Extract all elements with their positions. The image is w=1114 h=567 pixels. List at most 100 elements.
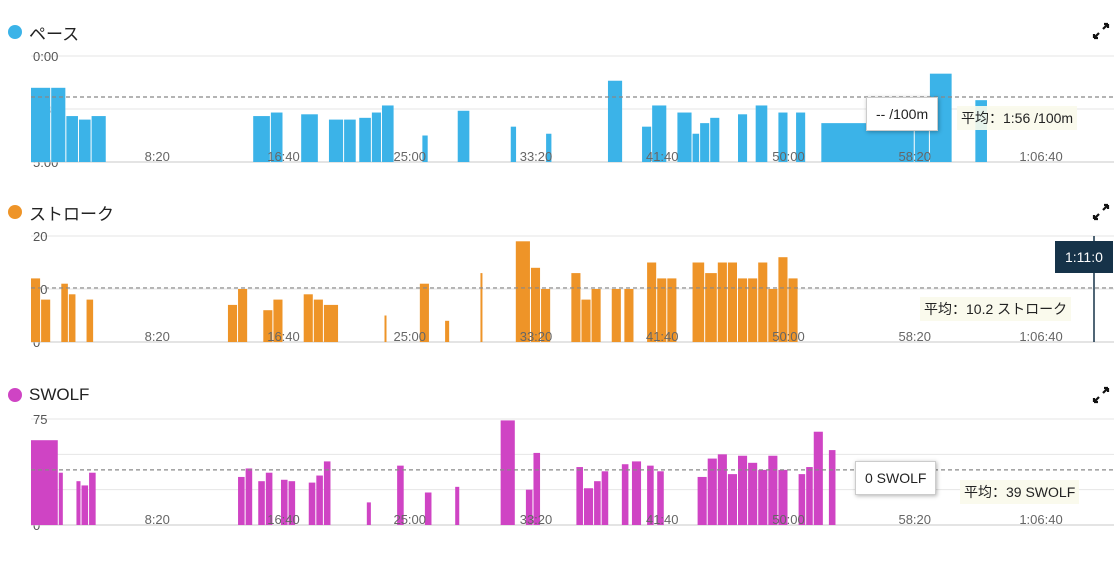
bar[interactable] [31,87,51,162]
bar[interactable] [238,289,248,342]
bar[interactable] [611,289,621,342]
bar[interactable] [265,472,273,525]
bar[interactable] [727,474,737,525]
bar[interactable] [576,467,583,525]
bar[interactable] [768,289,778,342]
bar[interactable] [371,112,381,162]
bar[interactable] [583,488,594,525]
bar[interactable] [657,471,664,525]
bar[interactable] [692,262,705,343]
bar[interactable] [642,126,652,162]
bar[interactable] [238,476,245,525]
bar[interactable] [422,135,428,163]
bar[interactable] [601,471,609,525]
bar[interactable] [727,262,737,343]
bar[interactable] [591,289,601,342]
bar[interactable] [316,475,323,525]
bar[interactable] [288,481,296,525]
bar[interactable] [975,100,987,162]
bar[interactable] [313,299,323,342]
expand-icon[interactable] [1092,203,1110,221]
bar[interactable] [546,133,552,162]
bar[interactable] [31,440,58,525]
bar[interactable] [717,454,727,525]
bar[interactable] [61,283,68,342]
expand-icon[interactable] [1092,386,1110,404]
bar[interactable] [445,320,450,342]
bar[interactable] [58,472,63,525]
bar[interactable] [594,481,601,525]
bar[interactable] [253,116,270,162]
bar[interactable] [778,469,788,525]
bar[interactable] [798,474,806,525]
bar[interactable] [308,482,316,525]
bar[interactable] [631,461,642,525]
bar[interactable] [796,112,806,162]
bar[interactable] [738,455,748,525]
bar[interactable] [710,117,720,162]
bar[interactable] [303,294,313,342]
bar[interactable] [788,278,798,342]
bar[interactable] [397,465,404,525]
bar[interactable] [344,119,356,162]
bar[interactable] [457,110,470,162]
bar[interactable] [227,304,238,342]
bar[interactable] [41,299,51,342]
expand-icon[interactable] [1092,22,1110,40]
bar[interactable] [541,289,551,342]
bar[interactable] [245,468,253,525]
bar[interactable] [51,87,66,162]
bar[interactable] [768,455,778,525]
bar[interactable] [621,464,629,525]
bar[interactable] [571,273,581,342]
bar[interactable] [68,294,76,342]
bar[interactable] [758,469,768,525]
bar[interactable] [424,492,432,525]
bar[interactable] [705,273,717,342]
bar[interactable] [581,299,591,342]
bar[interactable] [647,465,654,525]
bar[interactable] [89,472,96,525]
bar[interactable] [91,116,106,162]
bar[interactable] [81,485,89,525]
bar[interactable] [758,262,768,343]
bar[interactable] [366,502,371,525]
bar[interactable] [359,117,371,162]
bar[interactable] [525,489,533,525]
bar[interactable] [778,257,788,342]
bar[interactable] [66,116,78,162]
bar[interactable] [515,241,530,342]
bar[interactable] [700,123,710,162]
bar[interactable] [828,450,836,525]
bar[interactable] [667,278,677,342]
bar[interactable] [258,481,265,525]
bar[interactable] [607,80,623,162]
bar[interactable] [323,461,331,525]
bar[interactable] [738,278,748,342]
bar[interactable] [263,310,273,342]
bar[interactable] [748,278,758,342]
bar[interactable] [533,452,541,525]
bar[interactable] [652,105,667,162]
bar[interactable] [31,278,41,342]
bar[interactable] [455,486,460,525]
bar[interactable] [707,458,717,525]
bar[interactable] [692,133,700,162]
bar[interactable] [530,267,541,342]
bar[interactable] [323,304,339,342]
bar[interactable] [778,112,788,162]
bar[interactable] [647,262,657,343]
bar[interactable] [806,467,813,525]
bar[interactable] [748,462,758,525]
bar[interactable] [270,112,283,162]
bar[interactable] [624,289,634,342]
bar[interactable] [738,114,748,162]
bar[interactable] [657,278,667,342]
bar[interactable] [500,420,515,525]
bar[interactable] [480,273,483,342]
bar[interactable] [717,262,727,343]
bar[interactable] [384,315,387,343]
bar[interactable] [813,431,823,525]
bar[interactable] [755,105,768,162]
bar[interactable] [273,299,283,342]
